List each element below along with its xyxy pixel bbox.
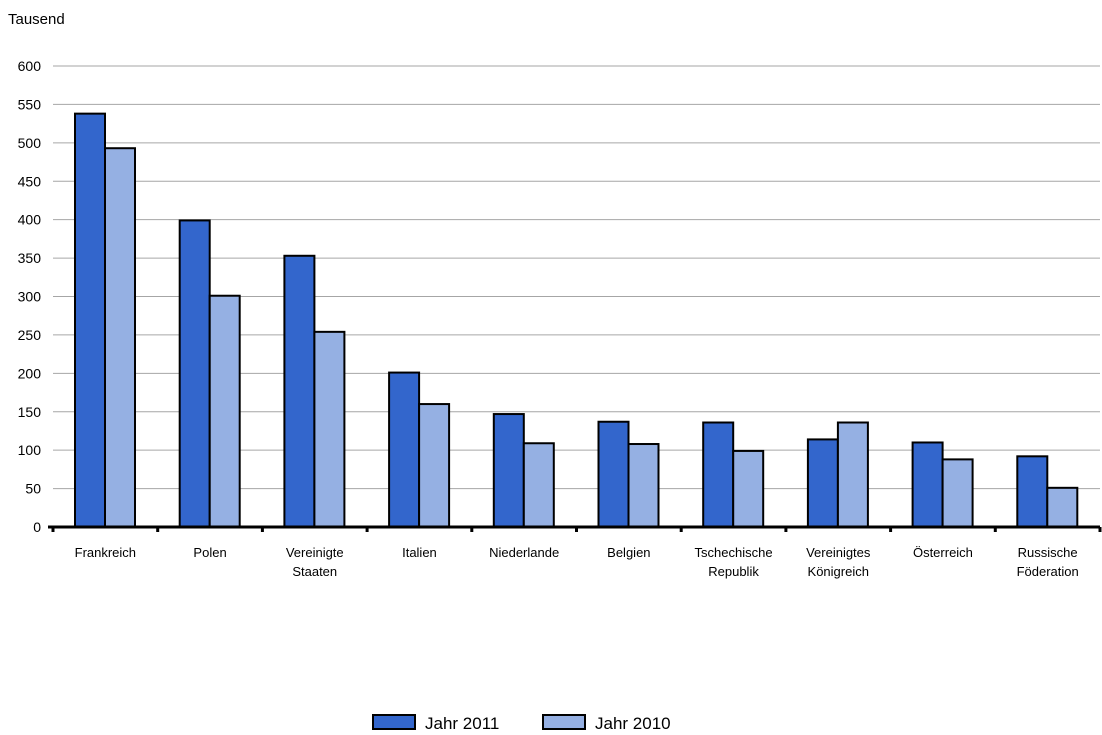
bar-series-2	[836, 421, 869, 528]
bar-series-2	[627, 443, 660, 528]
bar-series-1	[1016, 455, 1049, 528]
bar-series-2	[522, 442, 555, 529]
bar-series-2	[104, 147, 136, 528]
legend-label: Jahr 2011	[425, 714, 499, 733]
bars	[74, 112, 1079, 529]
bar-series-1	[597, 420, 630, 529]
bar-series-2	[1046, 486, 1079, 529]
bar-series-1	[806, 438, 839, 528]
y-tick-label: 400	[18, 212, 42, 228]
x-tick-label: Tschechische Republik	[695, 545, 773, 579]
legend-swatch	[372, 714, 416, 730]
bar-series-1	[74, 112, 106, 529]
y-tick-label: 300	[18, 289, 42, 305]
bar-series-1	[492, 413, 525, 528]
y-tick-label: 200	[18, 365, 42, 381]
y-tick-label: 350	[18, 250, 42, 266]
x-tick-label: Vereinigtes Königreich	[806, 545, 871, 579]
bar-series-2	[418, 403, 451, 529]
bar-series-1	[702, 421, 735, 528]
legend-swatch	[542, 714, 586, 730]
x-tick-label: Frankreich	[75, 545, 136, 560]
y-tick-label: 500	[18, 135, 42, 151]
y-tick-label: 50	[25, 481, 41, 497]
bar-series-2	[732, 449, 765, 528]
bar-series-1	[178, 219, 211, 528]
y-tick-label: 600	[18, 58, 42, 74]
x-tick-label: Polen	[193, 545, 226, 560]
bar-series-1	[388, 371, 421, 528]
bar-series-1	[283, 254, 316, 529]
y-tick-label: 550	[18, 96, 42, 112]
y-tick-labels: 0 50 100 150 200 250 300 350 400 450 500 550 600	[18, 58, 42, 535]
x-tick-label: Italien	[402, 545, 437, 560]
legend: Jahr 2011 Jahr 2010	[372, 714, 671, 733]
legend-label: Jahr 2010	[595, 714, 671, 733]
bar-series-2	[941, 458, 974, 528]
bar-series-1	[911, 441, 944, 529]
x-tick-labels: Frankreich Polen Vereinigte Staaten Italien N…	[75, 545, 1079, 579]
x-tick-label: Vereinigte Staaten	[286, 545, 344, 579]
y-tick-label: 450	[18, 173, 42, 189]
x-tick-label: Österreich	[913, 545, 973, 560]
x-tick-label: Niederlande	[489, 545, 559, 560]
x-tick-label: Belgien	[607, 545, 650, 560]
y-tick-label: 100	[18, 442, 42, 458]
y-axis-label: Tausend	[8, 11, 65, 28]
x-axis	[48, 525, 1102, 532]
y-tick-label: 0	[33, 519, 41, 535]
y-tick-label: 150	[18, 404, 42, 420]
y-tick-label: 250	[18, 327, 42, 343]
x-tick-label: Russische Föderation	[1017, 545, 1079, 579]
bar-series-2	[313, 330, 346, 528]
bar-series-2	[208, 294, 241, 528]
